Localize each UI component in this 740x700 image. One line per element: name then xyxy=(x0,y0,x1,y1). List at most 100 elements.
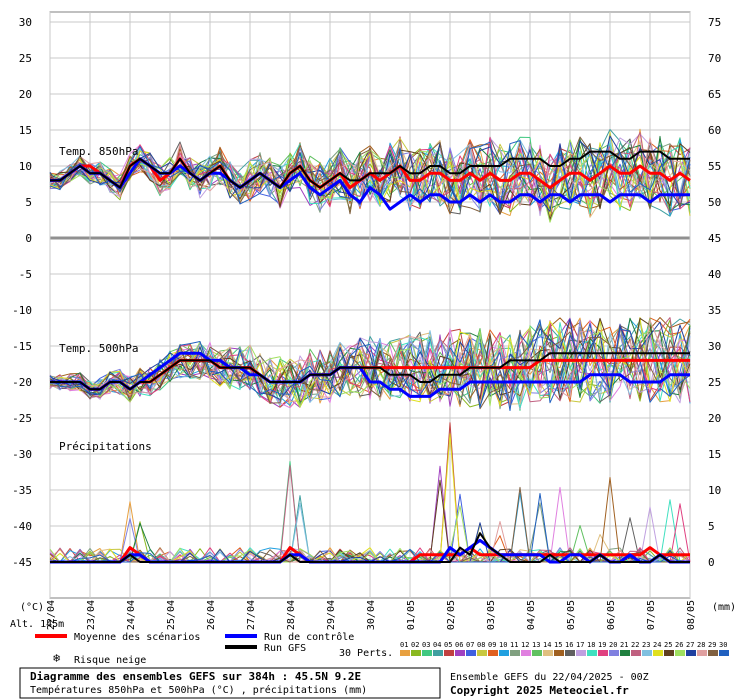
pert-legend-swatch xyxy=(422,650,432,656)
pert-legend-swatch xyxy=(554,650,564,656)
y-left-tick-label: -20 xyxy=(12,376,32,389)
pert-legend-id: 29 xyxy=(708,641,716,649)
y-right-tick-label: 50 xyxy=(708,196,721,209)
y-left-tick-label: -5 xyxy=(19,268,32,281)
legend-control-label: Run de contrôle xyxy=(264,631,354,643)
pert-legend-swatch xyxy=(697,650,707,656)
x-tick-label: 01/05 xyxy=(406,600,417,630)
pert-legend-id: 02 xyxy=(411,641,419,649)
y-left-tick-label: 20 xyxy=(19,88,32,101)
legend-mean-label: Moyenne des scénarios xyxy=(74,631,200,643)
y-left-tick-label: -10 xyxy=(12,304,32,317)
footer-copyright: Copyright 2025 Meteociel.fr xyxy=(450,684,629,697)
y-right-unit: (mm) xyxy=(712,602,736,613)
pert-legend-id: 12 xyxy=(521,641,529,649)
snow-icon: ❄ xyxy=(53,651,60,665)
pert-t850-line xyxy=(49,143,691,220)
y-left-tick-label: -15 xyxy=(12,340,32,353)
pert-legend-swatch xyxy=(609,650,619,656)
x-tick-label: 25/04 xyxy=(166,600,177,630)
y-left-tick-label: 30 xyxy=(19,16,32,29)
main-series xyxy=(50,150,691,564)
series-t500-line xyxy=(50,352,690,391)
pert-legend-id: 20 xyxy=(609,641,617,649)
pert-legend-swatch xyxy=(510,650,520,656)
y-left-tick-label: 25 xyxy=(19,52,32,65)
x-tick-label: 27/04 xyxy=(246,600,257,630)
x-tick-label: 04/05 xyxy=(526,600,537,630)
y-right-tick-label: 40 xyxy=(708,268,721,281)
pert-legend-swatch xyxy=(642,650,652,656)
pert-legend-id: 03 xyxy=(422,641,430,649)
y-right-tick-label: 30 xyxy=(708,340,721,353)
x-tick-label: 30/04 xyxy=(366,600,377,630)
x-tick-labels: 22/04 23/04 24/04 25/04 26/04 27/04 28/04 29/04… xyxy=(46,600,697,630)
pert-legend-id: 05 xyxy=(444,641,452,649)
y-left-tick-label: -35 xyxy=(12,484,32,497)
pert-legend-swatch xyxy=(543,650,553,656)
pert-legend-swatch xyxy=(400,650,410,656)
pert-legend-id: 10 xyxy=(499,641,507,649)
pert-legend-id: 30 xyxy=(719,641,727,649)
footer-subtitle: Températures 850hPa et 500hPa (°C) , pré… xyxy=(30,684,367,696)
y-left-tick-label: 0 xyxy=(25,232,32,245)
pert-legend-swatch xyxy=(466,650,476,656)
pert-legend-swatch xyxy=(620,650,630,656)
legend-perts-label: 30 Perts. xyxy=(339,648,393,659)
y-right-tick-label: 45 xyxy=(708,232,721,245)
x-tick-label: 29/04 xyxy=(326,600,337,630)
x-tick-label: 26/04 xyxy=(206,600,217,630)
pert-legend-id: 17 xyxy=(576,641,584,649)
y-left-tick-label: 5 xyxy=(25,196,32,209)
y-right-tick-label: 20 xyxy=(708,412,721,425)
pert-legend-id: 18 xyxy=(587,641,595,649)
pert-t500-line xyxy=(49,325,691,408)
pert-legend-swatch xyxy=(565,650,575,656)
pert-legend-id: 16 xyxy=(565,641,573,649)
x-tick-label: 28/04 xyxy=(286,600,297,630)
y-right-tick-label: 15 xyxy=(708,448,721,461)
series-t500-line xyxy=(50,351,690,398)
pert-legend-id: 27 xyxy=(686,641,694,649)
pert-legend-swatch xyxy=(521,650,531,656)
pert-legend-id: 26 xyxy=(675,641,683,649)
x-tick-label: 05/05 xyxy=(566,600,577,630)
pert-legend-id: 21 xyxy=(620,641,628,649)
y-right-tick-label: 10 xyxy=(708,484,721,497)
pert-legend-id: 25 xyxy=(664,641,672,649)
y-left-tick-label: -25 xyxy=(12,412,32,425)
pert-legend-id: 15 xyxy=(554,641,562,649)
pert-legend-swatch xyxy=(444,650,454,656)
y-right-tick-label: 75 xyxy=(708,16,721,29)
y-left-tick-label: 10 xyxy=(19,160,32,173)
pert-legend-swatch xyxy=(488,650,498,656)
panel-label-t850: Temp. 850hPa xyxy=(59,145,138,158)
x-tick-label: 22/04 xyxy=(46,600,57,630)
y-right-tick-label: 0 xyxy=(708,556,715,569)
y-right-tick-label: 5 xyxy=(708,520,715,533)
y-left-tick-label: 15 xyxy=(19,124,32,137)
pert-legend-id: 22 xyxy=(631,641,639,649)
pert-t500-line xyxy=(49,319,691,409)
x-tick-label: 08/05 xyxy=(686,600,697,630)
pert-legend-id: 09 xyxy=(488,641,496,649)
pert-legend-id: 06 xyxy=(455,641,463,649)
legend-mean-swatch xyxy=(35,634,67,638)
legend-gfs-swatch xyxy=(225,645,257,649)
panel-label-precip: Précipitations xyxy=(59,440,152,453)
pert-legend-swatch xyxy=(587,650,597,656)
pert-legend-id: 07 xyxy=(466,641,474,649)
pert-legend-swatch xyxy=(455,650,465,656)
pert-legend-id: 08 xyxy=(477,641,485,649)
pert-t500-line xyxy=(49,323,691,410)
pert-legend-swatch xyxy=(675,650,685,656)
y-left-tick-label: -40 xyxy=(12,520,32,533)
pert-t500-line xyxy=(49,318,691,407)
x-tick-label: 02/05 xyxy=(446,600,457,630)
pert-legend-id: 14 xyxy=(543,641,551,649)
legend-snow-label: Risque neige xyxy=(74,655,146,666)
y-left-tick-label: -45 xyxy=(12,556,32,569)
pert-legend-swatch xyxy=(598,650,608,656)
x-tick-label: 06/05 xyxy=(606,600,617,630)
